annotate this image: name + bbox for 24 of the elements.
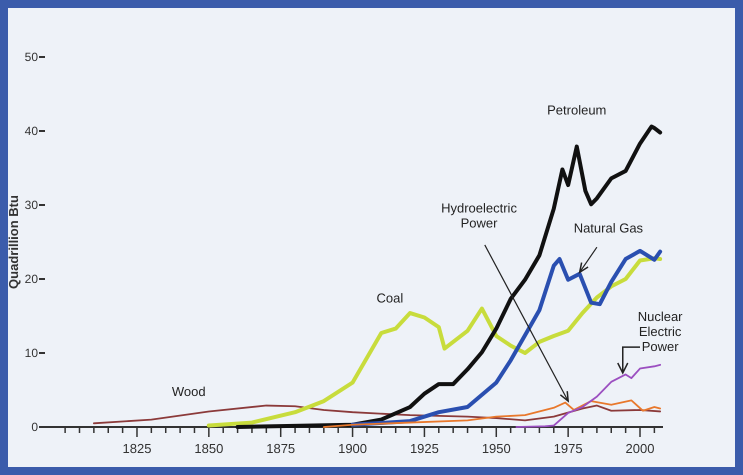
x-tick-label: 1875 xyxy=(266,441,296,456)
x-tick-label: 1900 xyxy=(338,441,368,456)
series-label: Wood xyxy=(172,384,206,399)
y-tick-label: 50 xyxy=(24,50,38,64)
series-label: Coal xyxy=(376,290,404,306)
series-label: Natural Gas xyxy=(574,220,644,236)
x-tick-label: 1975 xyxy=(554,441,583,456)
text: Hydroelectric Power xyxy=(441,200,518,230)
y-tick-label: 20 xyxy=(24,272,38,286)
line-series xyxy=(322,399,662,428)
y-tick-label: 30 xyxy=(24,198,38,212)
line-series xyxy=(516,364,662,428)
y-axis-title: Quadrillion Btu xyxy=(6,195,21,289)
y-tick-label: 0 xyxy=(31,420,38,434)
line-series xyxy=(92,404,662,424)
x-tick-label: 1950 xyxy=(482,441,511,456)
x-tick-label: 1850 xyxy=(194,441,224,456)
x-tick-label: 1825 xyxy=(122,441,152,456)
y-tick-label: 10 xyxy=(24,346,38,360)
x-tick-label: 1925 xyxy=(410,441,439,456)
x-tick-label: 2000 xyxy=(626,441,654,456)
y-tick-label: 40 xyxy=(24,124,38,138)
series-label: Nuclear Electric Power xyxy=(638,309,684,354)
text: Petroleum xyxy=(547,102,606,118)
